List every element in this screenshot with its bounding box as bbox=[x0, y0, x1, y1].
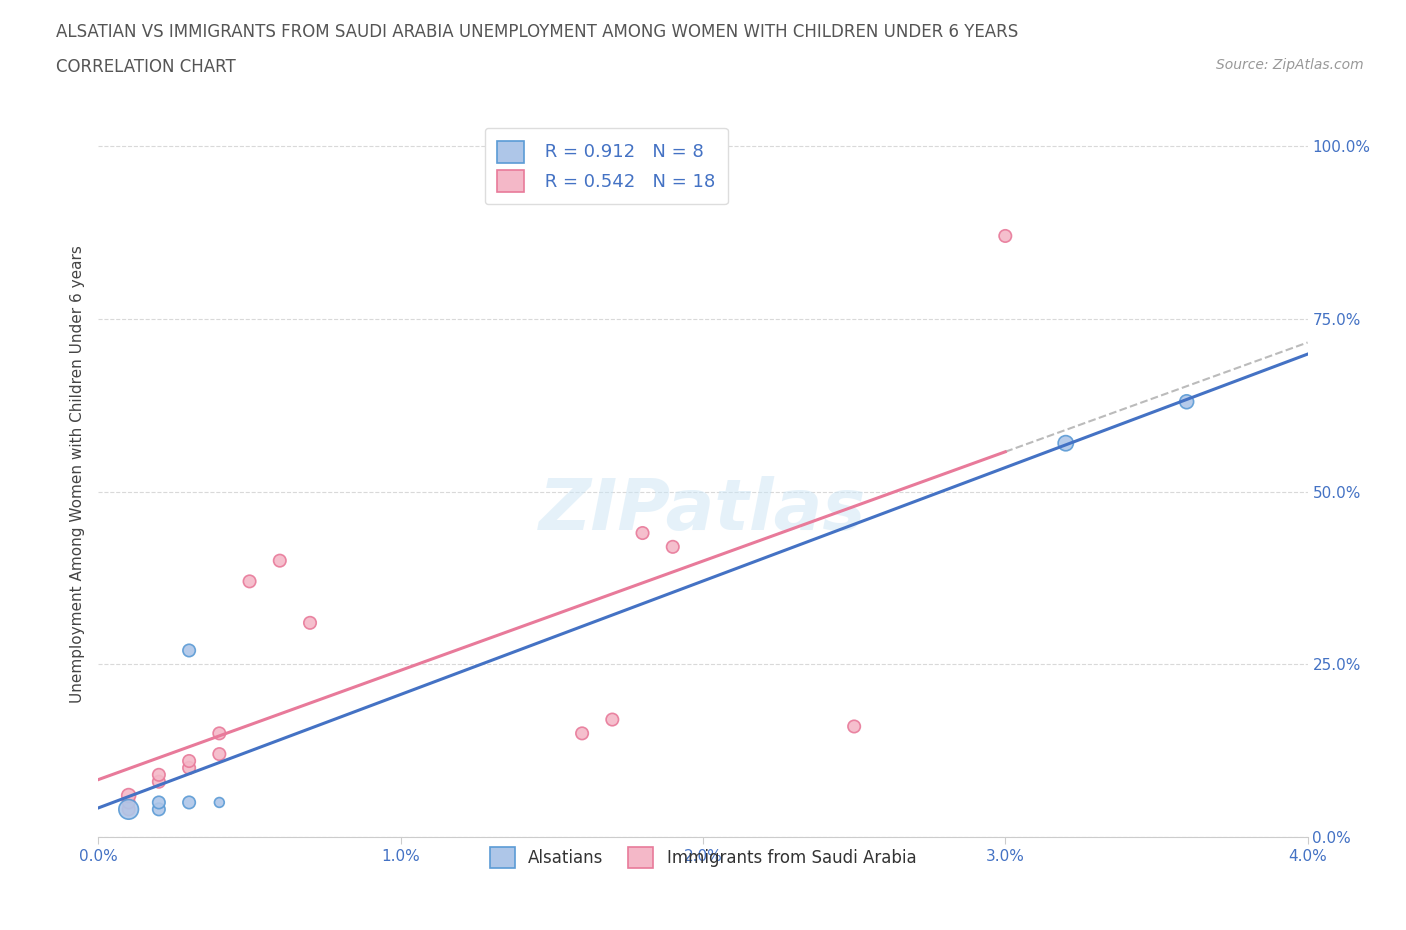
Point bbox=[994, 229, 1017, 244]
Point bbox=[602, 712, 624, 727]
Text: ZIPatlas: ZIPatlas bbox=[540, 476, 866, 545]
Point bbox=[208, 726, 231, 741]
Point bbox=[148, 775, 170, 790]
Point bbox=[661, 539, 683, 554]
Point bbox=[118, 795, 141, 810]
Point bbox=[179, 761, 201, 776]
Point bbox=[148, 802, 170, 817]
Point bbox=[1054, 436, 1077, 451]
Y-axis label: Unemployment Among Women with Children Under 6 years: Unemployment Among Women with Children U… bbox=[69, 246, 84, 703]
Point bbox=[118, 802, 141, 817]
Point bbox=[118, 788, 141, 803]
Point bbox=[844, 719, 866, 734]
Point bbox=[1175, 394, 1198, 409]
Point bbox=[571, 726, 593, 741]
Text: ALSATIAN VS IMMIGRANTS FROM SAUDI ARABIA UNEMPLOYMENT AMONG WOMEN WITH CHILDREN : ALSATIAN VS IMMIGRANTS FROM SAUDI ARABIA… bbox=[56, 23, 1018, 41]
Text: Source: ZipAtlas.com: Source: ZipAtlas.com bbox=[1216, 58, 1364, 72]
Point bbox=[148, 795, 170, 810]
Point bbox=[631, 525, 654, 540]
Legend: Alsatians, Immigrants from Saudi Arabia: Alsatians, Immigrants from Saudi Arabia bbox=[478, 836, 928, 880]
Point bbox=[299, 616, 322, 631]
Point bbox=[179, 643, 201, 658]
Point bbox=[269, 553, 291, 568]
Point bbox=[118, 802, 141, 817]
Point bbox=[208, 747, 231, 762]
Point bbox=[208, 795, 231, 810]
Point bbox=[179, 795, 201, 810]
Point bbox=[179, 753, 201, 768]
Point bbox=[239, 574, 262, 589]
Point bbox=[148, 767, 170, 782]
Text: CORRELATION CHART: CORRELATION CHART bbox=[56, 58, 236, 75]
